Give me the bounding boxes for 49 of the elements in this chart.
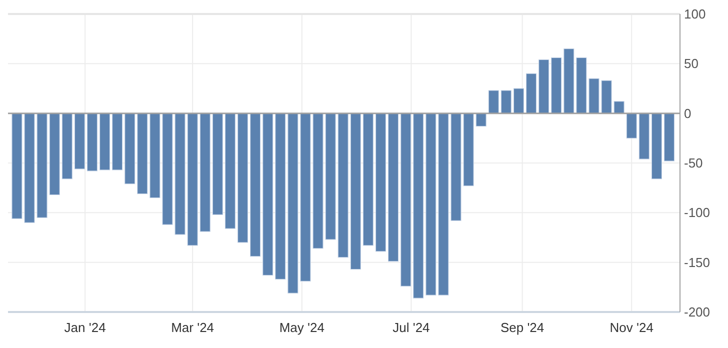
bar — [112, 113, 123, 170]
y-tick-label: -100 — [684, 205, 710, 220]
y-tick-label: 100 — [684, 6, 706, 22]
bar — [224, 113, 236, 229]
bar — [651, 113, 662, 180]
y-tick-label: 50 — [684, 56, 698, 72]
bar — [86, 113, 98, 172]
bar — [638, 113, 650, 160]
bar — [500, 90, 512, 114]
bar — [400, 113, 412, 286]
bar — [99, 113, 110, 170]
x-tick-label: May '24 — [279, 320, 324, 335]
bar — [426, 113, 436, 296]
bar — [388, 113, 399, 262]
bar — [262, 113, 274, 276]
bar — [350, 113, 361, 270]
bar — [476, 113, 486, 127]
y-tick-label: 0 — [684, 106, 692, 121]
bar — [338, 113, 348, 258]
bar — [513, 88, 524, 114]
bar — [200, 113, 210, 232]
bar — [413, 113, 424, 298]
bar — [488, 90, 499, 114]
bar — [237, 113, 248, 243]
x-tick-label: Jul '24 — [392, 320, 430, 335]
bar — [212, 113, 223, 215]
x-tick-label: Nov '24 — [610, 320, 654, 335]
bar — [564, 48, 574, 114]
bar — [538, 59, 550, 114]
bar — [375, 113, 386, 252]
bar — [526, 73, 537, 114]
bar — [74, 113, 85, 170]
bar — [137, 113, 148, 194]
bar — [626, 113, 637, 138]
bar — [124, 113, 136, 184]
x-tick-label: Jan '24 — [64, 320, 106, 335]
bar — [664, 113, 675, 162]
y-tick-label: -50 — [684, 156, 703, 171]
bar — [62, 113, 72, 180]
bar — [187, 113, 198, 246]
bar — [250, 113, 261, 257]
bar — [362, 113, 374, 246]
bar — [49, 113, 60, 196]
x-tick-label: Mar '24 — [171, 320, 214, 335]
y-tick-label: -150 — [684, 254, 710, 270]
bar — [551, 57, 562, 114]
bar — [275, 113, 286, 280]
x-tick-label: Sep '24 — [500, 320, 544, 335]
y-tick-label: -200 — [684, 304, 710, 320]
